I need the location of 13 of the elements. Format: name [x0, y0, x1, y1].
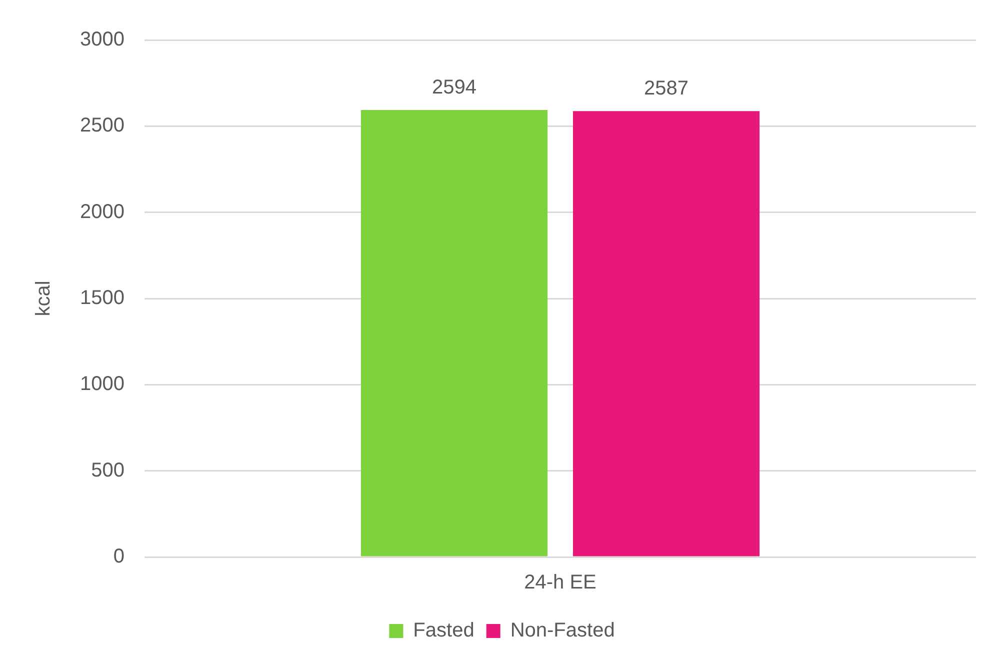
y-tick-label: 0 — [113, 546, 124, 568]
data-label: 2587 — [644, 78, 689, 100]
legend-label: Fasted — [413, 620, 474, 642]
y-tick-label: 1000 — [80, 373, 124, 396]
y-tick-label: 3000 — [80, 28, 124, 51]
data-label: 2594 — [432, 76, 476, 98]
y-tick-label: 1500 — [80, 287, 124, 310]
y-tick-label: 2000 — [80, 200, 124, 223]
y-axis-title: kcal — [32, 280, 55, 316]
x-tick-label: 24-h EE — [524, 572, 596, 594]
y-tick-label: 2500 — [80, 114, 124, 137]
y-tick-label: 500 — [91, 459, 124, 482]
legend-label: Non-Fasted — [510, 620, 615, 642]
